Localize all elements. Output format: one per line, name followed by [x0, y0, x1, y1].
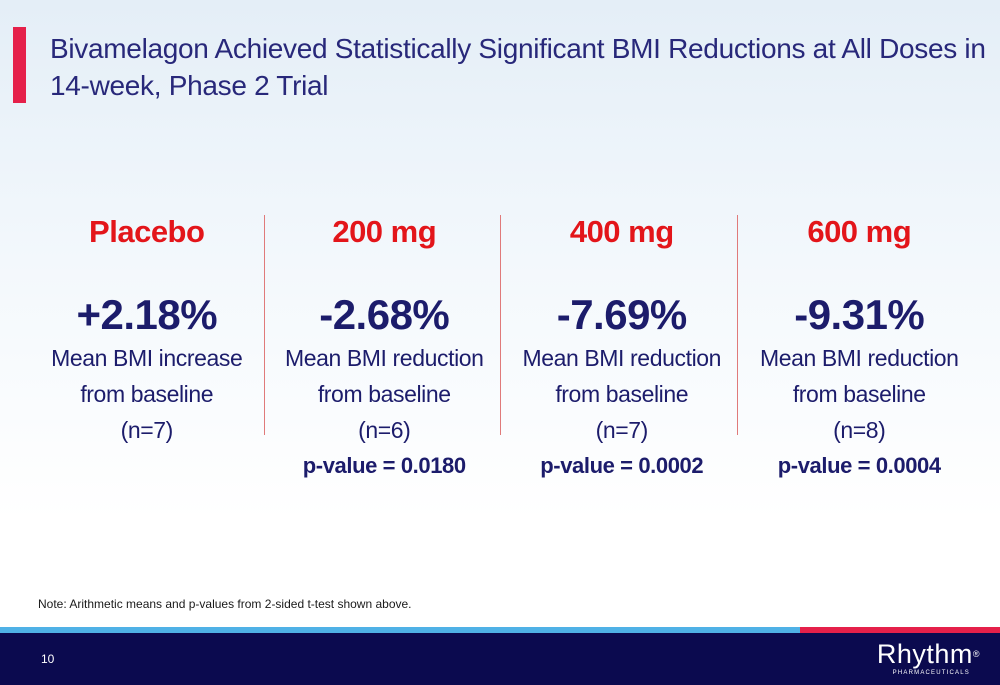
baseline-label: from baseline — [80, 381, 214, 407]
group-placebo: Placebo +2.18% Mean BMI increase from ba… — [28, 210, 266, 500]
group-600mg: 600 mg -9.31% Mean BMI reduction from ba… — [741, 210, 979, 500]
results-columns: Placebo +2.18% Mean BMI increase from ba… — [28, 210, 978, 500]
group-400mg: 400 mg -7.69% Mean BMI reduction from ba… — [503, 210, 741, 500]
slide-title: Bivamelagon Achieved Statistically Signi… — [50, 33, 986, 101]
footer-stripe — [0, 627, 1000, 633]
bmi-change-description: Mean BMI reduction — [759, 345, 959, 371]
company-logo: Rhythm® PHARMACEUTICALS — [877, 639, 980, 677]
group-200mg: 200 mg -2.68% Mean BMI reduction from ba… — [266, 210, 504, 500]
p-value: p-value = 0.0002 — [540, 453, 704, 478]
bmi-change-value: -2.68% — [319, 291, 450, 338]
registered-mark: ® — [972, 649, 980, 659]
bmi-change-description: Mean BMI reduction — [522, 345, 722, 371]
sample-size: (n=7) — [120, 417, 174, 443]
logo-text: Rhythm — [876, 639, 973, 669]
bmi-change-value: -7.69% — [556, 291, 688, 338]
dose-label: Placebo — [89, 214, 205, 249]
dose-label: 400 mg — [569, 214, 674, 249]
logo-wordmark: Rhythm® — [877, 639, 980, 669]
column-divider — [737, 215, 738, 435]
bmi-change-description: Mean BMI reduction — [284, 345, 484, 371]
page-number: 10 — [41, 652, 55, 666]
bmi-change-value: +2.18% — [76, 291, 218, 338]
column-divider — [500, 215, 501, 435]
sample-size: (n=8) — [833, 417, 886, 443]
p-value: p-value = 0.0180 — [302, 453, 466, 478]
p-value: p-value = 0.0004 — [777, 453, 941, 478]
bmi-change-value: -9.31% — [794, 291, 925, 338]
title-accent-bar — [13, 27, 26, 103]
baseline-label: from baseline — [555, 381, 689, 407]
footnote: Note: Arithmetic means and p-values from… — [38, 597, 412, 611]
sample-size: (n=6) — [358, 417, 411, 443]
column-divider — [264, 215, 265, 435]
bmi-change-description: Mean BMI increase — [51, 345, 243, 371]
logo-subtext: PHARMACEUTICALS — [892, 670, 970, 676]
footer-bar: 10 Rhythm® PHARMACEUTICALS — [0, 633, 1000, 685]
dose-label: 600 mg — [807, 214, 912, 249]
dose-label: 200 mg — [332, 214, 437, 249]
sample-size: (n=7) — [595, 417, 649, 443]
baseline-label: from baseline — [317, 381, 451, 407]
baseline-label: from baseline — [792, 381, 926, 407]
